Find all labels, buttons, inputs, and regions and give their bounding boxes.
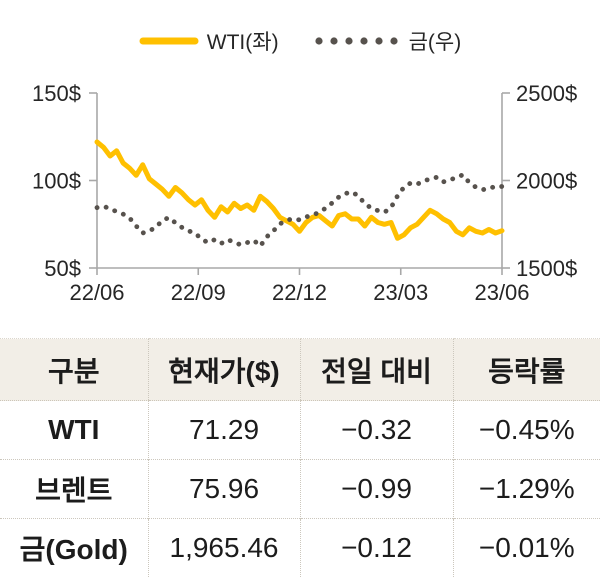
svg-text:23/06: 23/06 (474, 280, 529, 305)
current-price: 71.29 (148, 401, 300, 460)
row-label: 금(Gold) (0, 519, 148, 577)
current-price: 75.96 (148, 460, 300, 519)
col-header-current-price: 현재가($) (148, 339, 300, 401)
svg-text:100$: 100$ (32, 169, 81, 194)
svg-text:22/06: 22/06 (69, 280, 124, 305)
table-header-row: 구분 현재가($) 전일 대비 등락률 (0, 339, 600, 401)
svg-text:22/12: 22/12 (272, 280, 327, 305)
svg-text:22/09: 22/09 (171, 280, 226, 305)
svg-text:2000$: 2000$ (516, 169, 577, 194)
legend-item-wti: WTI(좌) (139, 26, 279, 56)
chart-legend: WTI(좌) 금(우) (0, 26, 600, 56)
legend-item-gold: 금(우) (313, 26, 462, 56)
svg-text:2500$: 2500$ (516, 81, 577, 106)
wti-gold-price-chart: 150$ 100$ 50$ 2500$ 2000$ 1500$ 22/06 22/09 22/1… (0, 72, 600, 317)
change-rate: −0.45% (453, 401, 600, 460)
col-header-change-rate: 등락률 (453, 339, 600, 401)
daily-change: −0.12 (300, 519, 453, 577)
col-header-category: 구분 (0, 339, 148, 401)
legend-label-gold: 금(우) (409, 26, 462, 56)
row-label: WTI (0, 401, 148, 460)
svg-text:1500$: 1500$ (516, 256, 577, 281)
svg-text:150$: 150$ (32, 81, 81, 106)
price-table: 구분 현재가($) 전일 대비 등락률 WTI 71.29 −0.32 −0.4… (0, 338, 600, 577)
change-rate: −1.29% (453, 460, 600, 519)
table-row-gold: 금(Gold) 1,965.46 −0.12 −0.01% (0, 519, 600, 577)
svg-text:23/03: 23/03 (373, 280, 428, 305)
daily-change: −0.99 (300, 460, 453, 519)
gold-dots-swatch-icon (313, 36, 401, 46)
change-rate: −0.01% (453, 519, 600, 577)
legend-label-wti: WTI(좌) (207, 26, 279, 56)
wti-line-swatch-icon (139, 36, 199, 46)
col-header-daily-change: 전일 대비 (300, 339, 453, 401)
row-label: 브렌트 (0, 460, 148, 519)
svg-text:50$: 50$ (44, 256, 81, 281)
current-price: 1,965.46 (148, 519, 300, 577)
table-row-brent: 브렌트 75.96 −0.99 −1.29% (0, 460, 600, 519)
daily-change: −0.32 (300, 401, 453, 460)
table-row-wti: WTI 71.29 −0.32 −0.45% (0, 401, 600, 460)
